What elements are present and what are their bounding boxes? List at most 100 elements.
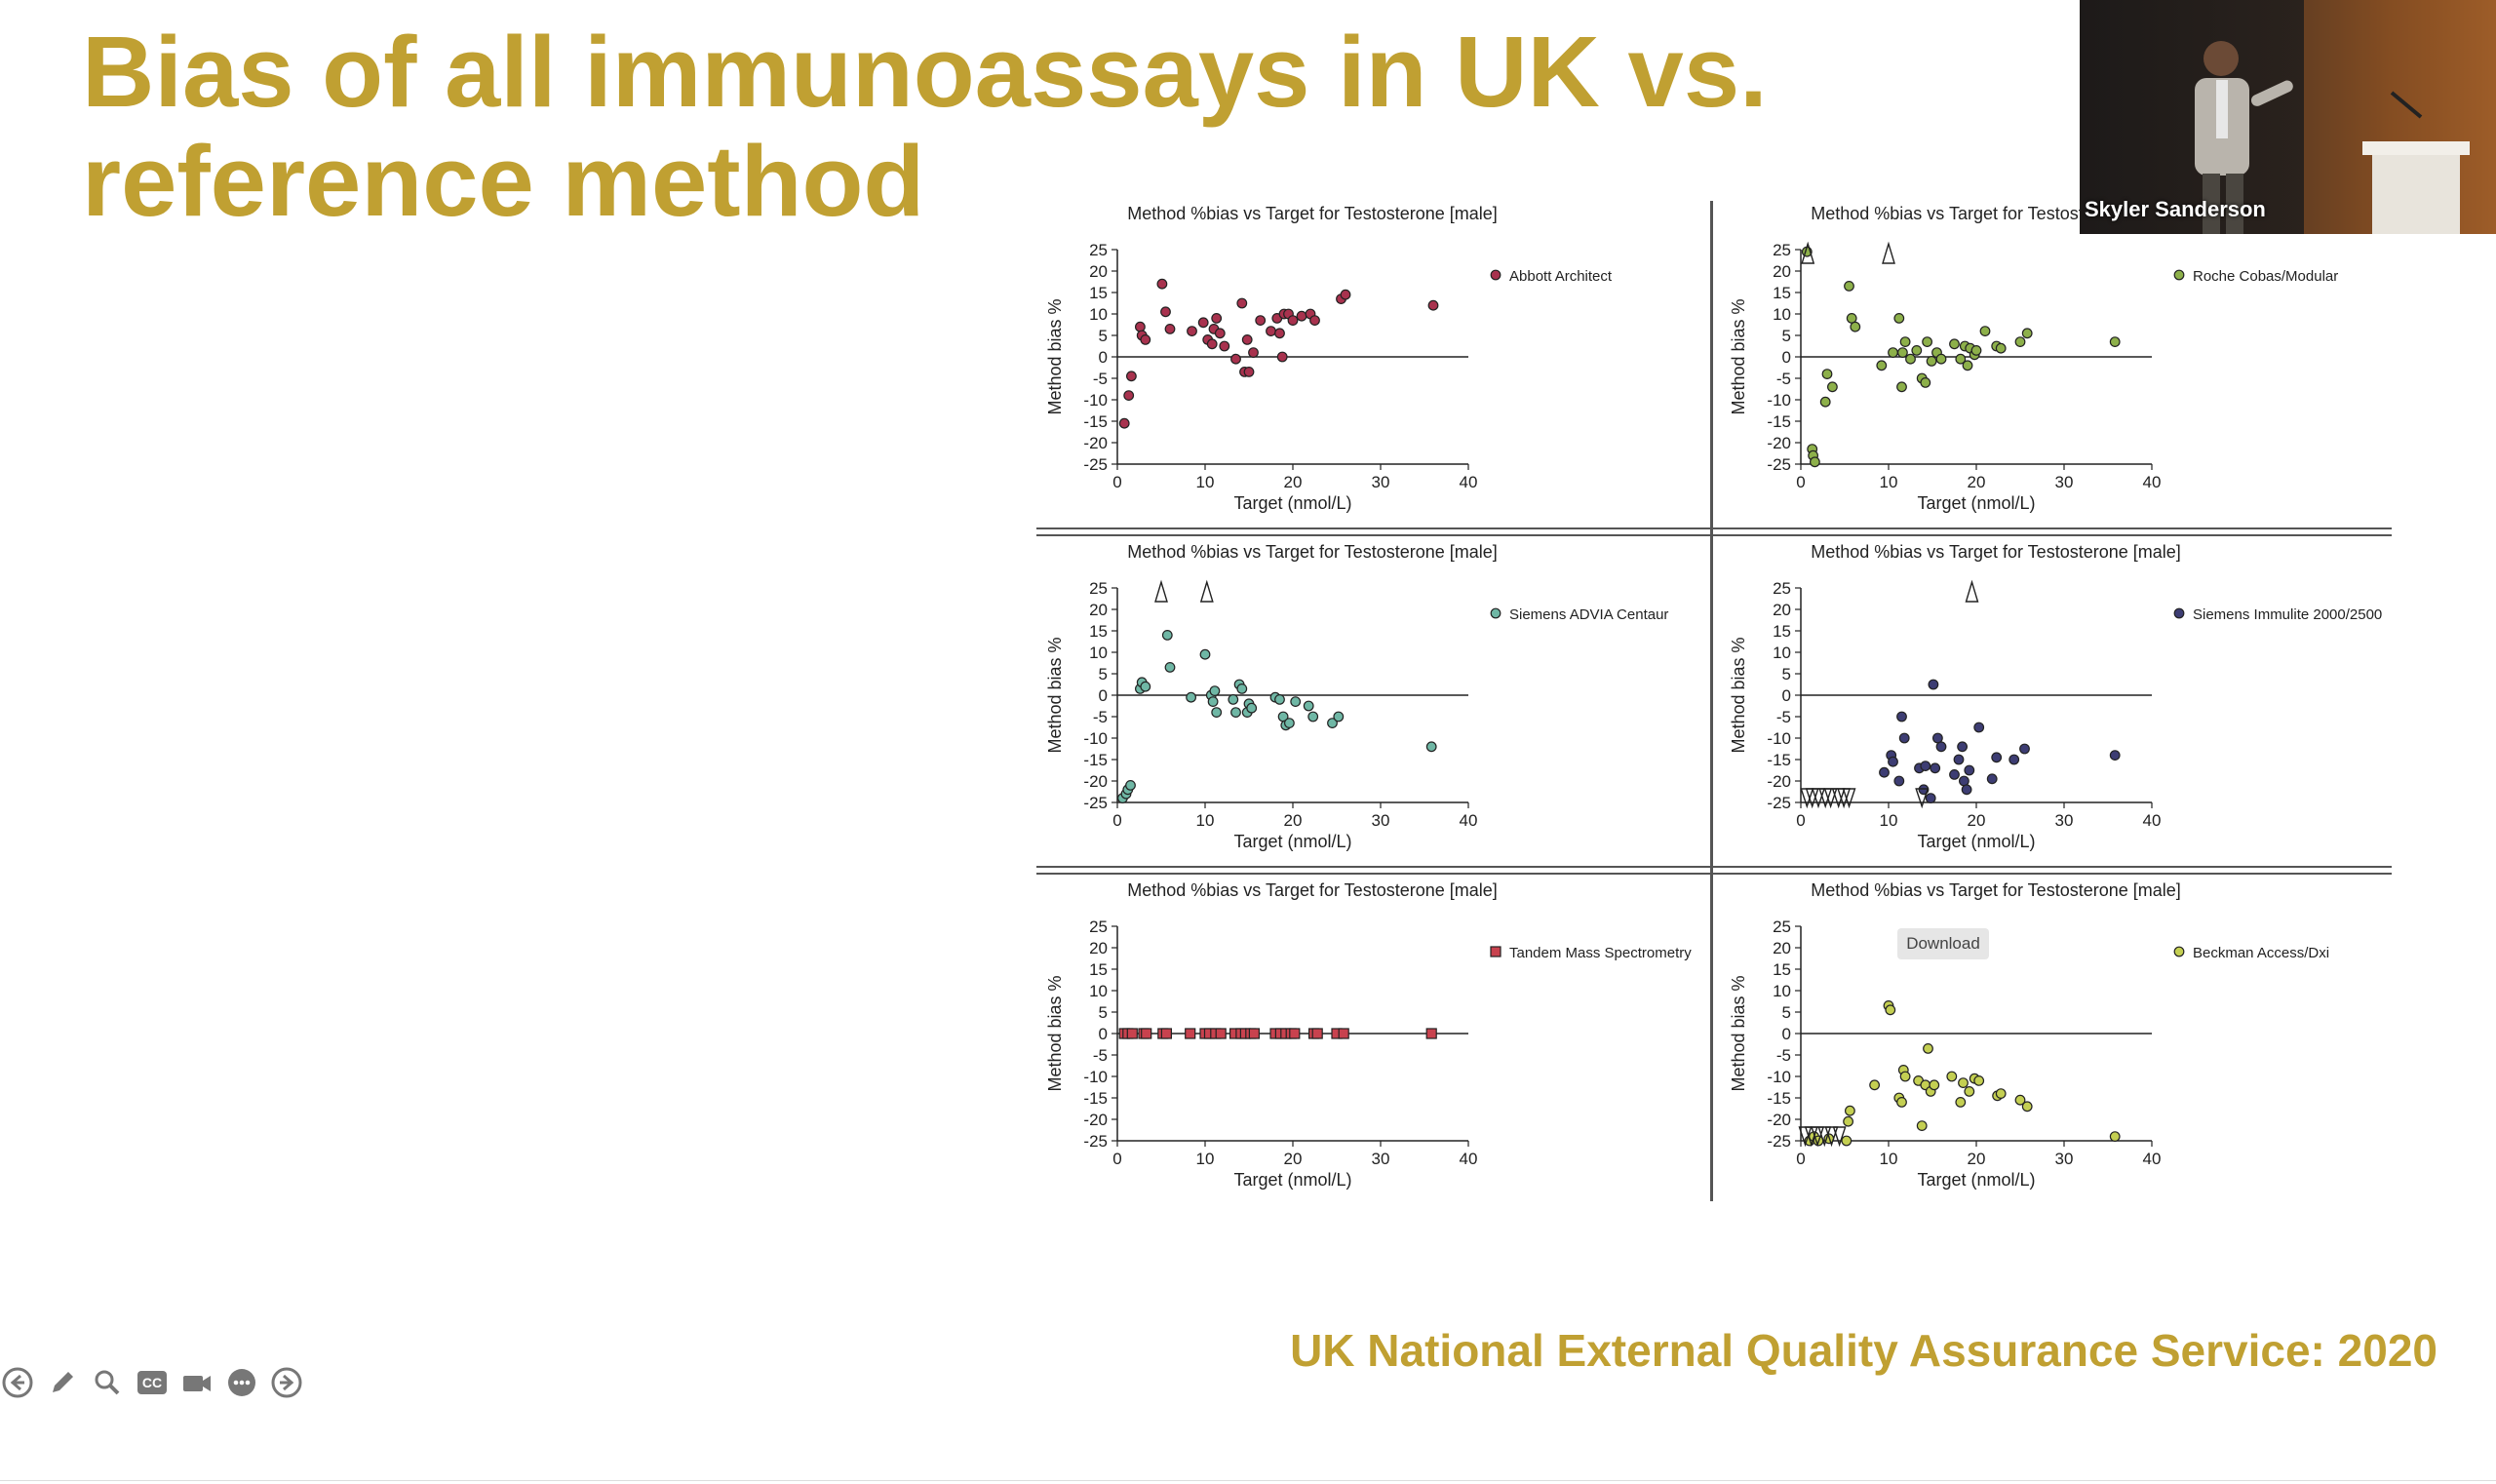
- data-point[interactable]: [1125, 779, 1136, 791]
- data-point[interactable]: [1844, 1105, 1855, 1116]
- data-point[interactable]: [1973, 722, 1985, 733]
- data-point[interactable]: [2021, 1101, 2033, 1113]
- data-point[interactable]: [1134, 321, 1146, 332]
- data-point[interactable]: [1911, 344, 1923, 356]
- outlier-above-marker[interactable]: [1882, 241, 1895, 264]
- data-point[interactable]: [1898, 732, 1910, 744]
- data-point[interactable]: [1995, 342, 2007, 354]
- outlier-below-marker[interactable]: [1824, 1126, 1839, 1148]
- data-point[interactable]: [1123, 390, 1135, 402]
- data-point[interactable]: [1841, 1135, 1852, 1147]
- outlier-below-marker[interactable]: [1823, 788, 1838, 809]
- data-point[interactable]: [1214, 328, 1226, 339]
- data-point[interactable]: [1307, 711, 1319, 722]
- data-point[interactable]: [1925, 793, 1936, 804]
- data-point[interactable]: [1289, 1028, 1301, 1039]
- back-arrow-icon[interactable]: [0, 1365, 35, 1400]
- video-camera-icon[interactable]: [179, 1365, 214, 1400]
- data-point[interactable]: [1248, 347, 1259, 359]
- outlier-below-marker[interactable]: [1817, 1126, 1832, 1148]
- chart-siemens-immulite[interactable]: Method %bias vs Target for Testosterone …: [1721, 533, 2394, 865]
- data-point[interactable]: [1991, 752, 2003, 763]
- data-point[interactable]: [1899, 1071, 1911, 1082]
- data-point[interactable]: [1905, 353, 1916, 365]
- data-point[interactable]: [1160, 306, 1171, 318]
- data-point[interactable]: [1303, 700, 1314, 712]
- download-tooltip[interactable]: Download: [1897, 928, 1989, 959]
- data-point[interactable]: [1896, 347, 1908, 359]
- data-point[interactable]: [1241, 333, 1253, 345]
- data-point[interactable]: [2019, 743, 2030, 755]
- data-point[interactable]: [1935, 353, 1947, 365]
- data-point[interactable]: [1296, 310, 1307, 322]
- data-point[interactable]: [1246, 702, 1258, 714]
- data-point[interactable]: [1274, 693, 1285, 705]
- data-point[interactable]: [1215, 1028, 1227, 1039]
- chart-roche[interactable]: Method %bias vs Target for Testosterone …: [1721, 195, 2394, 527]
- data-point[interactable]: [1206, 338, 1218, 350]
- data-point[interactable]: [1920, 376, 1931, 388]
- data-point[interactable]: [1935, 741, 1947, 753]
- data-point[interactable]: [1311, 1028, 1323, 1039]
- closed-caption-icon[interactable]: CC: [135, 1365, 170, 1400]
- data-point[interactable]: [1207, 696, 1219, 708]
- data-point[interactable]: [1219, 340, 1230, 352]
- data-point[interactable]: [1333, 711, 1345, 722]
- data-point[interactable]: [1266, 326, 1276, 337]
- data-point[interactable]: [1164, 323, 1176, 334]
- data-point[interactable]: [1995, 1088, 2007, 1100]
- data-point[interactable]: [1888, 756, 1898, 767]
- data-point[interactable]: [1955, 353, 1967, 365]
- data-point[interactable]: [1211, 312, 1223, 324]
- data-point[interactable]: [1899, 336, 1911, 348]
- chart-siemens-advia[interactable]: Method %bias vs Target for Testosterone …: [1037, 533, 1710, 865]
- data-point[interactable]: [1156, 278, 1168, 290]
- data-point[interactable]: [1929, 1079, 1940, 1091]
- data-point[interactable]: [1893, 775, 1905, 787]
- chart-beckman[interactable]: Method %bias vs Target for Testosterone …: [1721, 872, 2394, 1203]
- data-point[interactable]: [1185, 1028, 1196, 1039]
- outlier-above-marker[interactable]: [1965, 579, 1979, 603]
- data-point[interactable]: [1949, 768, 1960, 780]
- data-point[interactable]: [1309, 315, 1320, 327]
- data-point[interactable]: [1274, 328, 1285, 339]
- data-point[interactable]: [1425, 1028, 1437, 1039]
- data-point[interactable]: [1243, 366, 1255, 377]
- data-point[interactable]: [1958, 775, 1970, 787]
- data-point[interactable]: [1125, 371, 1137, 382]
- data-point[interactable]: [1287, 315, 1299, 327]
- data-point[interactable]: [2021, 328, 2033, 339]
- data-point[interactable]: [1141, 1028, 1152, 1039]
- chart-abbott[interactable]: Method %bias vs Target for Testosterone …: [1037, 195, 1710, 527]
- speaker-video[interactable]: Skyler Sanderson: [2080, 0, 2496, 234]
- data-point[interactable]: [1923, 1042, 1933, 1054]
- data-point[interactable]: [1961, 784, 1972, 796]
- data-point[interactable]: [1876, 360, 1888, 371]
- outlier-above-marker[interactable]: [1801, 241, 1815, 264]
- data-point[interactable]: [1893, 312, 1905, 324]
- data-point[interactable]: [2008, 754, 2020, 765]
- data-point[interactable]: [1930, 762, 1941, 774]
- data-point[interactable]: [1826, 381, 1838, 393]
- data-point[interactable]: [1973, 1074, 1985, 1086]
- data-point[interactable]: [1896, 1096, 1907, 1108]
- data-point[interactable]: [2109, 1131, 2121, 1143]
- data-point[interactable]: [1885, 1004, 1896, 1016]
- data-point[interactable]: [1962, 360, 1973, 371]
- data-point[interactable]: [1809, 456, 1820, 468]
- data-point[interactable]: [1160, 1028, 1173, 1039]
- data-point[interactable]: [1340, 289, 1351, 300]
- data-point[interactable]: [2014, 1094, 2026, 1106]
- data-point[interactable]: [1236, 683, 1248, 694]
- data-point[interactable]: [1290, 696, 1302, 708]
- data-point[interactable]: [1164, 661, 1176, 673]
- data-point[interactable]: [1922, 336, 1933, 348]
- data-point[interactable]: [1986, 773, 1998, 785]
- data-point[interactable]: [1896, 381, 1907, 393]
- data-point[interactable]: [1958, 1077, 1969, 1089]
- data-point[interactable]: [1920, 761, 1931, 772]
- data-point[interactable]: [1979, 326, 1991, 337]
- data-point[interactable]: [1118, 417, 1130, 429]
- data-point[interactable]: [2014, 336, 2026, 348]
- data-point[interactable]: [1888, 347, 1898, 359]
